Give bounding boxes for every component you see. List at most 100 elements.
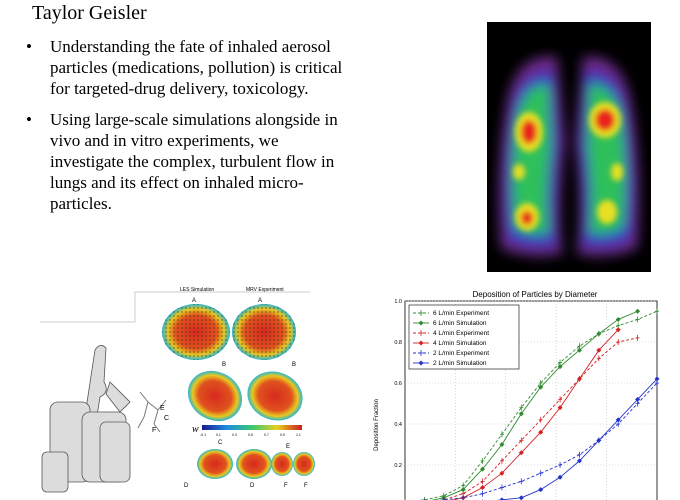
mrv-header: MRV Experiment	[246, 287, 284, 293]
data-point	[558, 396, 563, 403]
data-point	[480, 485, 486, 491]
legend-marker	[419, 310, 423, 316]
data-point	[616, 339, 621, 345]
bullet-line: Understanding the fate of inhaled aeroso…	[50, 37, 331, 56]
data-point	[519, 478, 524, 485]
y-tick-label: 1.0	[394, 299, 402, 305]
vector-overlay	[232, 304, 296, 360]
legend-marker	[419, 350, 423, 356]
colorbar-tick: 0.5	[248, 433, 253, 437]
data-point	[577, 451, 582, 458]
legend-marker	[418, 360, 424, 366]
legend-entry: 4 L/min Simulation	[433, 340, 487, 347]
data-point	[518, 411, 524, 417]
data-point	[480, 457, 485, 464]
data-point	[499, 497, 505, 500]
data-point	[596, 355, 601, 362]
heatmap-slice	[271, 452, 293, 476]
bullet-line: particles.	[50, 194, 112, 213]
data-point	[576, 347, 582, 353]
data-point	[655, 308, 659, 315]
slide-title: Taylor Geisler	[32, 2, 147, 24]
y-tick-label: 0.6	[394, 381, 402, 387]
lung-scan-image	[487, 22, 651, 272]
data-point	[596, 347, 602, 353]
y-axis-label: Deposition Fraction	[374, 399, 380, 451]
heatmap-slice	[247, 371, 303, 421]
data-point	[654, 376, 660, 382]
section-label: B	[222, 362, 226, 368]
colorbar	[202, 425, 302, 430]
data-point	[538, 416, 543, 423]
data-point	[635, 334, 640, 341]
legend-entry: 6 L/min Simulation	[433, 320, 487, 327]
section-label: C	[164, 415, 169, 422]
section-label: A	[258, 298, 262, 304]
airway-model	[41, 345, 131, 493]
legend-marker	[418, 320, 424, 326]
data-point	[557, 474, 563, 480]
data-point	[480, 466, 486, 472]
legend-entry: 4 L/min Experiment	[433, 330, 489, 337]
data-point	[538, 384, 544, 390]
airway-tree	[137, 391, 167, 433]
data-point	[538, 429, 544, 435]
heatmap-slice	[293, 452, 315, 476]
flow-figure-svg: C E F LES Simulation MRV Experiment A A …	[40, 287, 315, 493]
colorbar-tick: 0.9	[280, 433, 285, 437]
bullet-item: • Using large-scale simulations alongsid…	[22, 109, 402, 214]
chart-title: Deposition of Particles by Diameter	[473, 290, 598, 299]
y-tick-label: 0.4	[394, 422, 402, 428]
data-point	[576, 458, 582, 464]
bullet-list: • Understanding the fate of inhaled aero…	[22, 36, 402, 224]
series-line	[418, 310, 658, 500]
heatmap-slice	[187, 370, 243, 422]
bullet-line: Using large-scale simulations alongside …	[50, 110, 338, 129]
data-point	[499, 457, 504, 464]
series-line	[496, 378, 658, 500]
data-point	[499, 470, 505, 476]
data-point	[460, 487, 466, 493]
bullet-line: investigate the complex, turbulent flow …	[50, 152, 335, 171]
data-point	[499, 484, 504, 491]
y-tick-label: 0.8	[394, 340, 402, 346]
chart-svg: Deposition of Particles by Diameter Depo…	[374, 290, 660, 500]
data-point	[596, 437, 602, 443]
data-point	[518, 450, 524, 456]
vector-overlay	[162, 304, 230, 360]
section-label: A	[192, 298, 196, 304]
data-point	[499, 442, 505, 447]
data-point	[518, 495, 524, 500]
colorbar-tick: 0.1	[216, 433, 221, 437]
chart-legend: 6 L/min Experiment 6 L/min Simulation 4 L/…	[408, 304, 520, 370]
bullet-item: • Understanding the fate of inhaled aero…	[22, 36, 402, 99]
les-header: LES Simulation	[180, 287, 214, 293]
data-point	[615, 327, 621, 333]
colorbar-tick: 0.7	[264, 433, 269, 437]
data-point	[480, 478, 485, 485]
colorbar-ticks: -0.1 0.1 0.3 0.5 0.7 0.9 1.1	[200, 433, 301, 437]
flow-figure: C E F LES Simulation MRV Experiment A A …	[40, 282, 320, 500]
data-point	[558, 462, 563, 468]
data-point	[538, 470, 543, 477]
series-line	[450, 329, 619, 500]
y-tick-label: 0.2	[394, 463, 402, 469]
lung-scan-svg	[499, 56, 639, 256]
data-point	[557, 364, 563, 370]
section-label: F	[284, 483, 288, 489]
data-point	[615, 316, 621, 322]
bullet-line: particles (medications, pollution) is cr…	[50, 58, 343, 77]
data-point	[635, 316, 640, 323]
section-label: E	[160, 405, 165, 412]
data-point	[557, 405, 563, 411]
data-point	[635, 396, 641, 402]
data-point	[519, 437, 524, 444]
section-label: D	[184, 483, 189, 489]
section-label: D	[250, 483, 255, 489]
bullet-dot: •	[26, 110, 32, 129]
bullet-line: for targeted-drug delivery, toxicology.	[50, 79, 309, 98]
legend-marker	[419, 330, 423, 336]
data-point	[538, 487, 544, 493]
legend-box	[408, 304, 520, 370]
legend-entry: 6 L/min Experiment	[433, 310, 489, 317]
